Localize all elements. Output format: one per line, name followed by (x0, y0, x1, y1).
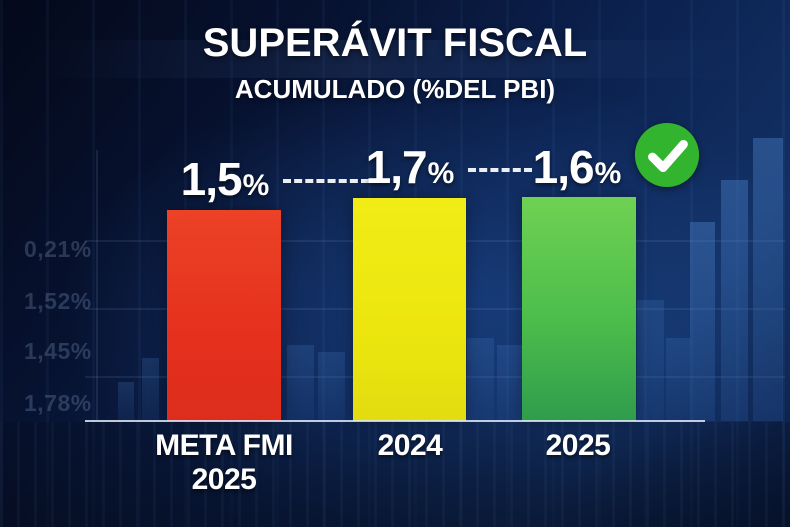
title-highlight-band (0, 40, 790, 78)
background-bar (497, 345, 522, 421)
value-number: 1,7 (365, 141, 428, 193)
dashed-connector (468, 168, 532, 172)
background-bar (690, 222, 715, 421)
category-line: 2025 (191, 462, 257, 496)
value-number: 1,6 (532, 141, 595, 193)
bar-2024 (353, 198, 466, 421)
background-bar (287, 345, 314, 421)
category-label-2024: 2024 (330, 429, 490, 463)
background-bar (666, 338, 690, 421)
background-bar (142, 358, 159, 421)
category-label-2025: 2025 (498, 429, 658, 463)
percent-sign: % (242, 169, 270, 202)
background-bar (753, 138, 783, 421)
background-tick-label: 0,21% (24, 236, 92, 262)
background-bar (318, 352, 345, 421)
dashed-connector (283, 179, 369, 183)
percent-sign: % (594, 157, 622, 190)
axis-baseline (85, 420, 705, 422)
below-axis-shading (0, 422, 790, 527)
category-label-meta-fmi-2025: META FMI 2025 (138, 429, 310, 497)
background-tick-label: 1,52% (24, 288, 92, 314)
bar-meta-fmi-2025 (167, 210, 281, 421)
background-bar (721, 180, 748, 421)
chart-title: SUPERÁVIT FISCAL (202, 21, 588, 65)
background-axis-line (96, 150, 98, 421)
background-bar (637, 300, 664, 421)
category-line: 2024 (377, 429, 443, 462)
value-label-2025: 1,6% (502, 140, 652, 194)
background-bar (467, 338, 494, 421)
bar-2025 (522, 197, 636, 421)
value-label-2024: 1,7% (335, 140, 485, 194)
check-circle-icon (634, 122, 700, 188)
value-label-meta-fmi: 1,5% (150, 152, 300, 206)
percent-sign: % (427, 157, 455, 190)
category-line: 2025 (545, 429, 611, 462)
chart-subtitle: ACUMULADO (%DEL PBI) (234, 74, 556, 104)
value-number: 1,5 (180, 153, 243, 205)
background-tick-label: 1,78% (24, 390, 92, 416)
category-line: META FMI (155, 429, 293, 462)
background-bar (118, 382, 134, 421)
background-tick-label: 1,45% (24, 338, 92, 364)
